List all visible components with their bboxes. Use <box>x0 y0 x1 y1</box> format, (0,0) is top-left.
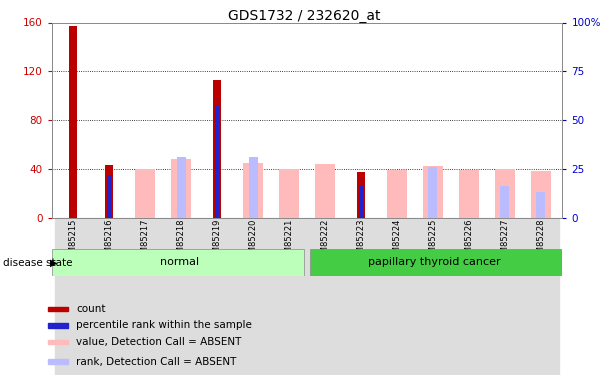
Bar <box>249 157 258 218</box>
Bar <box>91 217 127 375</box>
Bar <box>163 217 199 375</box>
Bar <box>309 249 562 276</box>
Text: ▶: ▶ <box>50 258 57 268</box>
Bar <box>243 163 263 218</box>
Text: disease state: disease state <box>3 258 72 268</box>
Bar <box>48 340 68 344</box>
Bar <box>177 157 185 218</box>
Text: papillary thyroid cancer: papillary thyroid cancer <box>368 257 501 267</box>
Bar <box>531 171 551 217</box>
Bar <box>459 170 478 217</box>
Bar <box>108 175 111 217</box>
Bar <box>423 166 443 218</box>
Bar <box>487 217 523 375</box>
Bar <box>69 26 77 218</box>
Bar <box>379 217 415 375</box>
Text: percentile rank within the sample: percentile rank within the sample <box>77 321 252 330</box>
Bar <box>213 80 221 218</box>
Bar <box>500 186 510 218</box>
Bar <box>495 169 515 217</box>
Text: count: count <box>77 304 106 314</box>
Bar <box>52 249 305 276</box>
Bar <box>105 165 113 218</box>
Bar <box>387 170 407 217</box>
Text: rank, Detection Call = ABSENT: rank, Detection Call = ABSENT <box>77 357 237 366</box>
Bar <box>536 192 545 217</box>
Bar <box>359 186 363 218</box>
Bar <box>235 217 271 375</box>
Bar <box>215 106 219 218</box>
Bar <box>343 217 379 375</box>
Bar <box>127 217 163 375</box>
Bar <box>136 169 155 217</box>
Text: normal: normal <box>160 257 199 267</box>
Bar <box>279 169 299 217</box>
Bar <box>171 159 191 218</box>
Bar <box>523 217 559 375</box>
Bar <box>48 307 68 311</box>
Bar <box>451 217 487 375</box>
Bar <box>315 164 335 218</box>
Bar <box>48 359 68 364</box>
Bar <box>429 167 437 218</box>
Bar <box>199 217 235 375</box>
Bar <box>415 217 451 375</box>
Text: GDS1732 / 232620_at: GDS1732 / 232620_at <box>228 9 380 23</box>
Bar <box>48 323 68 328</box>
Text: value, Detection Call = ABSENT: value, Detection Call = ABSENT <box>77 337 242 347</box>
Bar <box>271 217 307 375</box>
Bar <box>357 172 365 217</box>
Bar <box>307 217 343 375</box>
Bar <box>55 217 91 375</box>
